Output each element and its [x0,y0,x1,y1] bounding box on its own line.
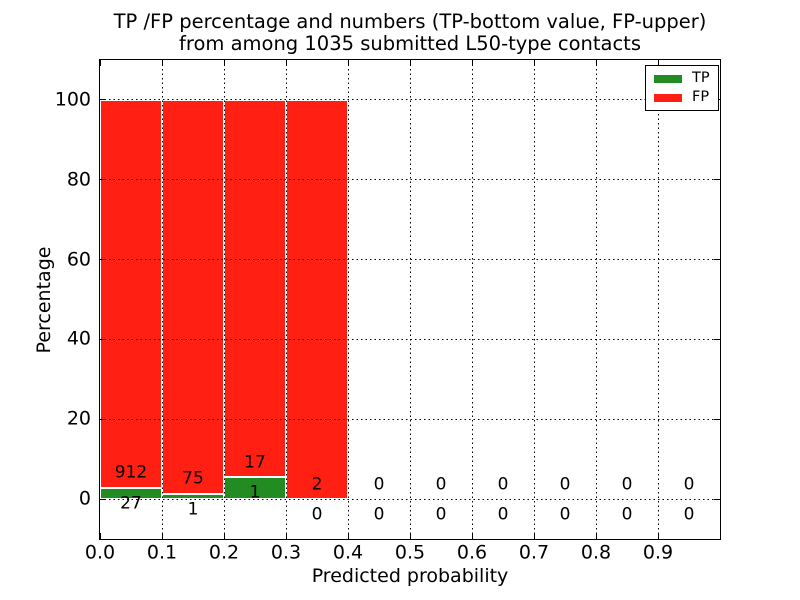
x-tick-label: 0.7 [518,541,550,564]
fp-count-label: 0 [435,474,447,495]
fp-count-label: 17 [244,452,266,473]
x-tick [595,533,597,539]
tp-count-label: 1 [249,482,261,503]
legend-label-fp: FP [692,89,710,106]
x-tick-label: 0.1 [146,541,178,564]
x-tick [223,533,225,539]
y-tick [100,418,106,420]
v-gridline [409,60,411,539]
y-tick-label: 0 [78,487,91,510]
y-tick-right [714,418,720,420]
chart-title: TP /FP percentage and numbers (TP-bottom… [100,11,720,54]
fp-count-label: 2 [311,474,323,495]
legend-swatch-tp-icon [654,74,682,83]
x-tick-label: 0.3 [270,541,302,564]
tp-count-label: 27 [120,493,142,514]
y-tick-label: 80 [66,168,91,191]
y-tick-label: 100 [54,88,91,111]
tp-count-label: 1 [187,499,199,520]
chart-title-line1: TP /FP percentage and numbers (TP-bottom… [113,10,707,33]
tp-count-label: 0 [497,504,509,525]
fp-count-label: 0 [373,474,385,495]
y-tick-right [714,498,720,500]
legend-swatch-fp-icon [654,93,682,102]
x-tick-label: 0.9 [642,541,674,564]
x-tick [285,533,287,539]
plot-area [98,58,721,540]
y-tick-right [714,338,720,340]
tp-count-label: 0 [559,504,571,525]
x-tick-label: 0.6 [456,541,488,564]
x-tick-top [99,60,101,66]
v-gridline [533,60,535,539]
x-tick-label: 0.8 [580,541,612,564]
legend-item-fp: FP [654,90,718,105]
x-tick-top [595,60,597,66]
bar-segment-fp [224,99,286,477]
x-tick [161,533,163,539]
legend: TP FP [645,65,719,111]
fp-count-label: 0 [559,474,571,495]
v-gridline [285,60,287,539]
fp-count-label: 75 [182,468,204,489]
y-tick [100,498,106,500]
y-tick [100,259,106,261]
v-gridline [595,60,597,539]
y-tick-label: 60 [66,248,91,271]
y-tick-label: 20 [66,407,91,430]
x-tick [347,533,349,539]
tp-count-label: 0 [683,504,695,525]
v-gridline [347,60,349,539]
y-tick-label: 40 [66,327,91,350]
v-gridline [223,60,225,539]
x-tick-top [657,60,659,66]
x-tick-top [223,60,225,66]
tp-count-label: 0 [311,504,323,525]
x-tick [657,533,659,539]
y-tick [100,99,106,101]
tp-count-label: 0 [373,504,385,525]
x-tick [533,533,535,539]
x-tick-top [285,60,287,66]
y-tick [100,338,106,340]
x-tick-top [161,60,163,66]
x-tick [471,533,473,539]
y-axis-label: Percentage [33,246,55,354]
fp-count-label: 0 [683,474,695,495]
x-tick-label: 0.4 [332,541,364,564]
x-tick-top [471,60,473,66]
y-tick-right [714,259,720,261]
tp-count-label: 0 [621,504,633,525]
x-tick-label: 0.2 [208,541,240,564]
x-tick-top [347,60,349,66]
fp-count-label: 0 [497,474,509,495]
fp-count-label: 912 [114,462,148,483]
x-tick [99,533,101,539]
y-tick-right [714,179,720,181]
x-tick-top [533,60,535,66]
v-gridline [471,60,473,539]
y-tick [100,179,106,181]
x-tick-top [409,60,411,66]
legend-label-tp: TP [692,70,710,87]
v-gridline [161,60,163,539]
v-gridline [657,60,659,539]
x-axis-label: Predicted probability [311,565,509,587]
bar-segment-fp [162,99,224,494]
x-tick-label: 0.0 [84,541,116,564]
x-tick-label: 0.5 [394,541,426,564]
fp-count-label: 0 [621,474,633,495]
chart-title-line2: from among 1035 submitted L50-type conta… [179,31,641,55]
tp-count-label: 0 [435,504,447,525]
x-tick [409,533,411,539]
legend-item-tp: TP [654,71,718,86]
